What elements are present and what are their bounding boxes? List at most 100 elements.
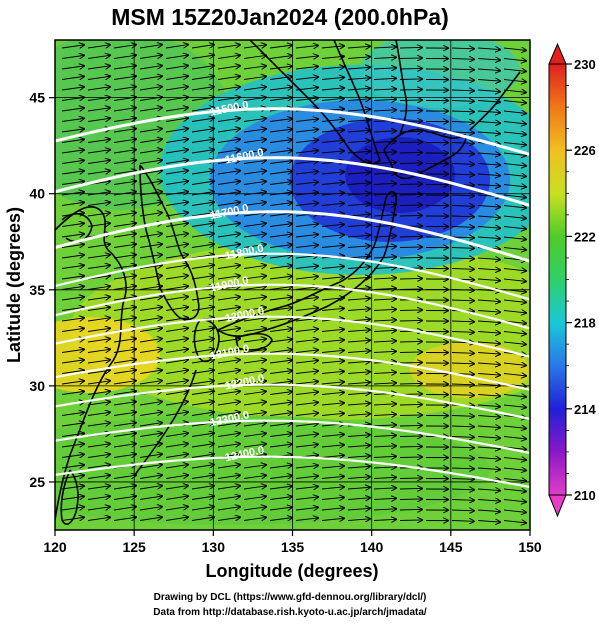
wind-vector bbox=[503, 332, 526, 334]
wind-vector bbox=[477, 216, 500, 218]
colorbar-max-triangle bbox=[548, 42, 567, 65]
wind-vector bbox=[113, 234, 136, 238]
wind-vector bbox=[347, 382, 370, 384]
wind-vector bbox=[87, 391, 110, 394]
wind-vector bbox=[165, 192, 188, 196]
wind-vector bbox=[321, 497, 344, 499]
wind-vector bbox=[399, 425, 422, 426]
wind-vector bbox=[321, 203, 344, 205]
wind-vector bbox=[139, 318, 162, 322]
wind-vector bbox=[477, 69, 500, 71]
wind-vector bbox=[451, 426, 474, 427]
wind-vector bbox=[191, 171, 214, 175]
wind-vector bbox=[139, 87, 162, 91]
wind-vector bbox=[139, 150, 162, 154]
wind-vector bbox=[113, 423, 136, 427]
colorbar-tick-label: 210 bbox=[574, 488, 596, 503]
wind-vector bbox=[477, 405, 500, 407]
wind-vector bbox=[321, 413, 344, 415]
height-contours: 11500.011600.011700.011800.011900.012000… bbox=[55, 99, 530, 489]
wind-vector bbox=[477, 153, 500, 155]
wind-vector bbox=[87, 87, 110, 90]
wind-vector bbox=[165, 108, 188, 112]
wind-vector bbox=[269, 402, 292, 405]
wind-vector bbox=[87, 108, 110, 111]
wind-vector bbox=[269, 234, 292, 237]
wind-vector bbox=[243, 444, 266, 447]
wind-vector bbox=[191, 139, 214, 143]
wind-vector bbox=[477, 237, 500, 239]
wind-vector bbox=[451, 437, 474, 438]
wind-vector bbox=[503, 101, 526, 103]
wind-vector bbox=[87, 339, 110, 342]
wind-vector bbox=[503, 90, 526, 92]
wind-vector bbox=[295, 402, 318, 405]
wind-vector bbox=[477, 416, 500, 418]
wind-vector bbox=[61, 118, 84, 121]
wind-vector bbox=[373, 320, 396, 321]
wind-vector bbox=[165, 328, 188, 332]
wind-vector bbox=[165, 276, 188, 280]
ne-cyan bbox=[360, 40, 520, 108]
wind-vector bbox=[191, 213, 214, 217]
wind-vector bbox=[477, 90, 500, 92]
height-contour bbox=[55, 315, 530, 358]
wind-vector bbox=[347, 351, 370, 353]
wind-vector bbox=[503, 164, 526, 166]
wind-vector bbox=[165, 66, 188, 70]
wind-vector bbox=[295, 129, 318, 132]
wind-vector bbox=[451, 332, 474, 333]
wind-vector bbox=[113, 129, 136, 133]
wind-vector bbox=[191, 276, 214, 280]
wind-vector bbox=[399, 100, 422, 101]
y-tick-label: 40 bbox=[29, 186, 45, 202]
wind-vector bbox=[87, 318, 110, 321]
height-contour bbox=[55, 107, 530, 156]
wind-vector bbox=[87, 276, 110, 279]
x-tick-label: 145 bbox=[439, 539, 463, 555]
wind-vector bbox=[191, 192, 214, 196]
wind-vector bbox=[243, 55, 266, 58]
wind-vector bbox=[269, 518, 292, 521]
wind-vector bbox=[269, 66, 292, 69]
wind-vector bbox=[451, 174, 474, 175]
wind-vector bbox=[451, 416, 474, 417]
wind-vector bbox=[295, 339, 318, 342]
wind-vector bbox=[217, 181, 240, 185]
wind-vector bbox=[191, 202, 214, 206]
wind-vector bbox=[243, 360, 266, 363]
wind-vector bbox=[87, 139, 110, 142]
wind-vector bbox=[269, 413, 292, 416]
cold-core bbox=[345, 137, 455, 213]
wind-vector bbox=[61, 234, 84, 237]
wind-vector bbox=[113, 118, 136, 122]
wind-vector bbox=[191, 433, 214, 437]
wind-vector bbox=[321, 308, 344, 310]
wind-vector bbox=[503, 489, 526, 491]
wind-vector bbox=[191, 391, 214, 395]
wind-vector bbox=[503, 279, 526, 281]
wind-vector bbox=[269, 308, 292, 311]
wind-vector bbox=[477, 353, 500, 355]
wind-vector bbox=[503, 174, 526, 176]
wind-vector bbox=[61, 349, 84, 352]
wind-vector bbox=[139, 276, 162, 280]
coast-honshu bbox=[217, 191, 398, 337]
wind-vector bbox=[269, 150, 292, 153]
wind-vector bbox=[139, 297, 162, 301]
wind-vector bbox=[503, 300, 526, 302]
wind-vector bbox=[165, 181, 188, 185]
height-contour bbox=[55, 383, 530, 420]
wind-vector bbox=[269, 434, 292, 437]
wind-vector bbox=[503, 395, 526, 397]
wind-vector bbox=[165, 496, 188, 500]
wind-vector bbox=[477, 332, 500, 334]
x-tick-label: 150 bbox=[518, 539, 542, 555]
wind-vector bbox=[373, 173, 396, 174]
wind-vector bbox=[113, 76, 136, 80]
wind-vector bbox=[217, 202, 240, 206]
wind-vector bbox=[477, 384, 500, 386]
wind-vector bbox=[347, 477, 370, 479]
wind-vector bbox=[295, 56, 318, 59]
warm-patch-east bbox=[410, 342, 530, 398]
